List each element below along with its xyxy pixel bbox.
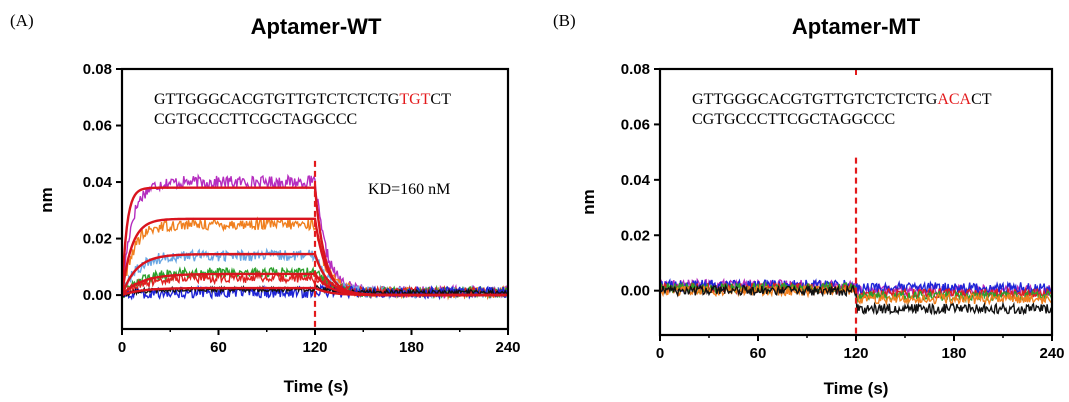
chart-title: Aptamer-MT	[792, 14, 921, 39]
fit-curve-5	[122, 286, 508, 297]
y-tick-label: 0.02	[621, 227, 650, 244]
y-tick-label: 0.02	[83, 231, 112, 248]
x-tick-label: 0	[118, 339, 126, 356]
y-tick-label: 0.08	[621, 61, 650, 78]
y-tick-label: 0.04	[83, 174, 113, 191]
x-tick-label: 180	[399, 339, 424, 356]
series-group	[122, 173, 508, 301]
y-tick-label: 0.00	[621, 283, 650, 300]
panel-a: (A) Aptamer-WT 0 60 120 180 2400.000.020.040…	[10, 11, 521, 396]
chart-title: Aptamer-WT	[251, 14, 382, 39]
y-tick-label: 0.08	[83, 61, 112, 78]
x-tick-label: 120	[843, 345, 868, 362]
x-tick-label: 60	[210, 339, 227, 356]
plot-area: 0 60 120 180 240 0.00 0.02 0.04 0.06 0.08	[83, 61, 521, 356]
y-axis-label: nm	[579, 189, 598, 215]
plot-area: 0 60 120 180 240 0.00 0.02 0.04 0.06 0.08	[621, 61, 1065, 362]
x-tick-label: 120	[302, 339, 327, 356]
x-tick-label: 180	[941, 345, 966, 362]
y-tick-label: 0.06	[83, 118, 112, 135]
x-tick-label: 240	[1039, 345, 1064, 362]
x-tick-label: 0	[656, 345, 664, 362]
y-tick-label: 0.04	[621, 172, 651, 189]
panel-label: (A)	[10, 11, 34, 30]
y-axis-label: nm	[37, 187, 56, 213]
sequence-line-1: GTTGGGCACGTGTTGTCTCTCTGTGTCT	[154, 91, 451, 108]
sequence-highlight: ACA	[937, 91, 971, 108]
sequence-line-2: CGTGCCCTTCGCTAGGCCC	[692, 111, 895, 128]
x-axis-label: Time (s)	[284, 377, 349, 396]
x-tick-label: 240	[495, 339, 520, 356]
x-axis-label: Time (s)	[824, 379, 889, 398]
series-line-6	[122, 283, 508, 301]
sequence-line-2: CGTGCCCTTCGCTAGGCCC	[154, 111, 357, 128]
panel-b: (B) Aptamer-MT 0 60 120 180 2400.000.020.040…	[553, 11, 1065, 398]
y-tick-label: 0.06	[621, 116, 650, 133]
x-tick-label: 60	[750, 345, 767, 362]
y-tick-label: 0.00	[83, 287, 112, 304]
kd-annotation: KD=160 nM	[368, 181, 450, 198]
panel-label: (B)	[553, 11, 576, 30]
sequence-highlight: TGT	[399, 91, 430, 108]
sequence-line-1: GTTGGGCACGTGTTGTCTCTCTGACACT	[692, 91, 992, 108]
